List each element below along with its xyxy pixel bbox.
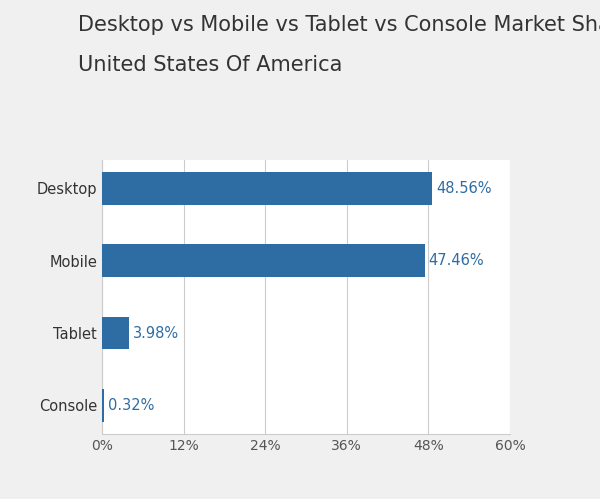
Text: Desktop vs Mobile vs Tablet vs Console Market Share: Desktop vs Mobile vs Tablet vs Console M… [78, 15, 600, 35]
Bar [102, 317, 129, 349]
Bar [102, 172, 432, 205]
Text: 0.32%: 0.32% [108, 398, 155, 413]
Text: United States Of America: United States Of America [78, 55, 343, 75]
Text: 3.98%: 3.98% [133, 325, 179, 340]
Bar [102, 245, 425, 277]
Bar [102, 389, 104, 422]
Text: 47.46%: 47.46% [429, 253, 484, 268]
Text: 48.56%: 48.56% [436, 181, 492, 196]
